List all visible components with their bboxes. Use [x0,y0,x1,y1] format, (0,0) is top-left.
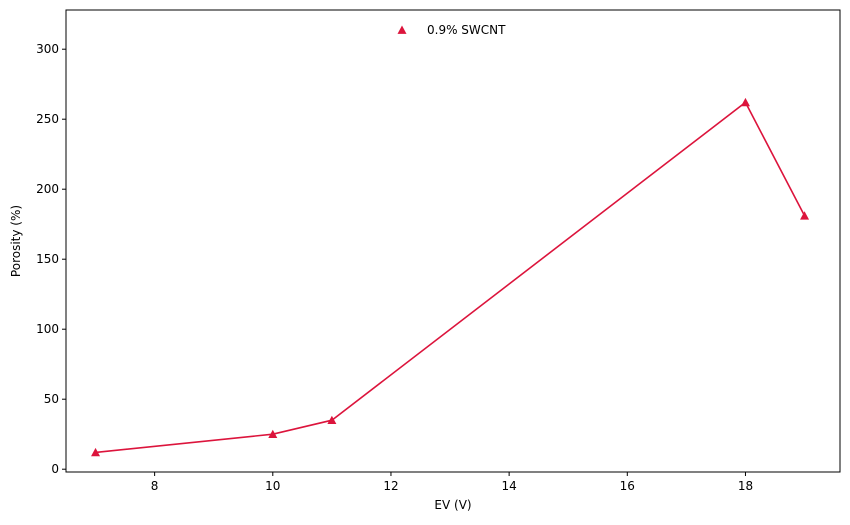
legend: 0.9% SWCNT [397,23,506,37]
x-tick-label: 8 [151,479,159,493]
x-tick-label: 14 [501,479,516,493]
data-point-marker [268,429,278,439]
y-tick-label: 150 [36,252,59,266]
x-axis-label: EV (V) [434,498,471,512]
series-line [95,101,806,454]
data-point-marker [91,447,101,457]
x-tick-label: 16 [620,479,635,493]
legend-marker-triangle-icon [397,25,407,34]
x-tick-label: 12 [383,479,398,493]
y-tick-label: 0 [51,462,59,476]
data-point-marker [740,97,750,107]
y-axis-label: Porosity (%) [9,205,23,277]
legend-label: 0.9% SWCNT [427,23,506,37]
plot-frame [65,9,841,473]
y-tick-label: 300 [36,42,59,56]
y-tick-label: 50 [44,392,59,406]
y-axis-ticks: 0 50 100 150 200 250 300 [36,42,66,476]
data-point-marker [327,415,337,425]
y-tick-label: 100 [36,322,59,336]
y-tick-label: 200 [36,182,59,196]
series-layer [91,97,810,457]
y-tick-label: 250 [36,112,59,126]
data-point-marker [800,211,810,220]
x-tick-label: 10 [265,479,280,493]
x-axis-ticks: 8 10 12 14 16 18 [151,472,753,493]
x-tick-label: 18 [738,479,753,493]
plot-area: 8 10 12 14 16 18 0 50 100 150 200 250 300 [36,9,841,493]
